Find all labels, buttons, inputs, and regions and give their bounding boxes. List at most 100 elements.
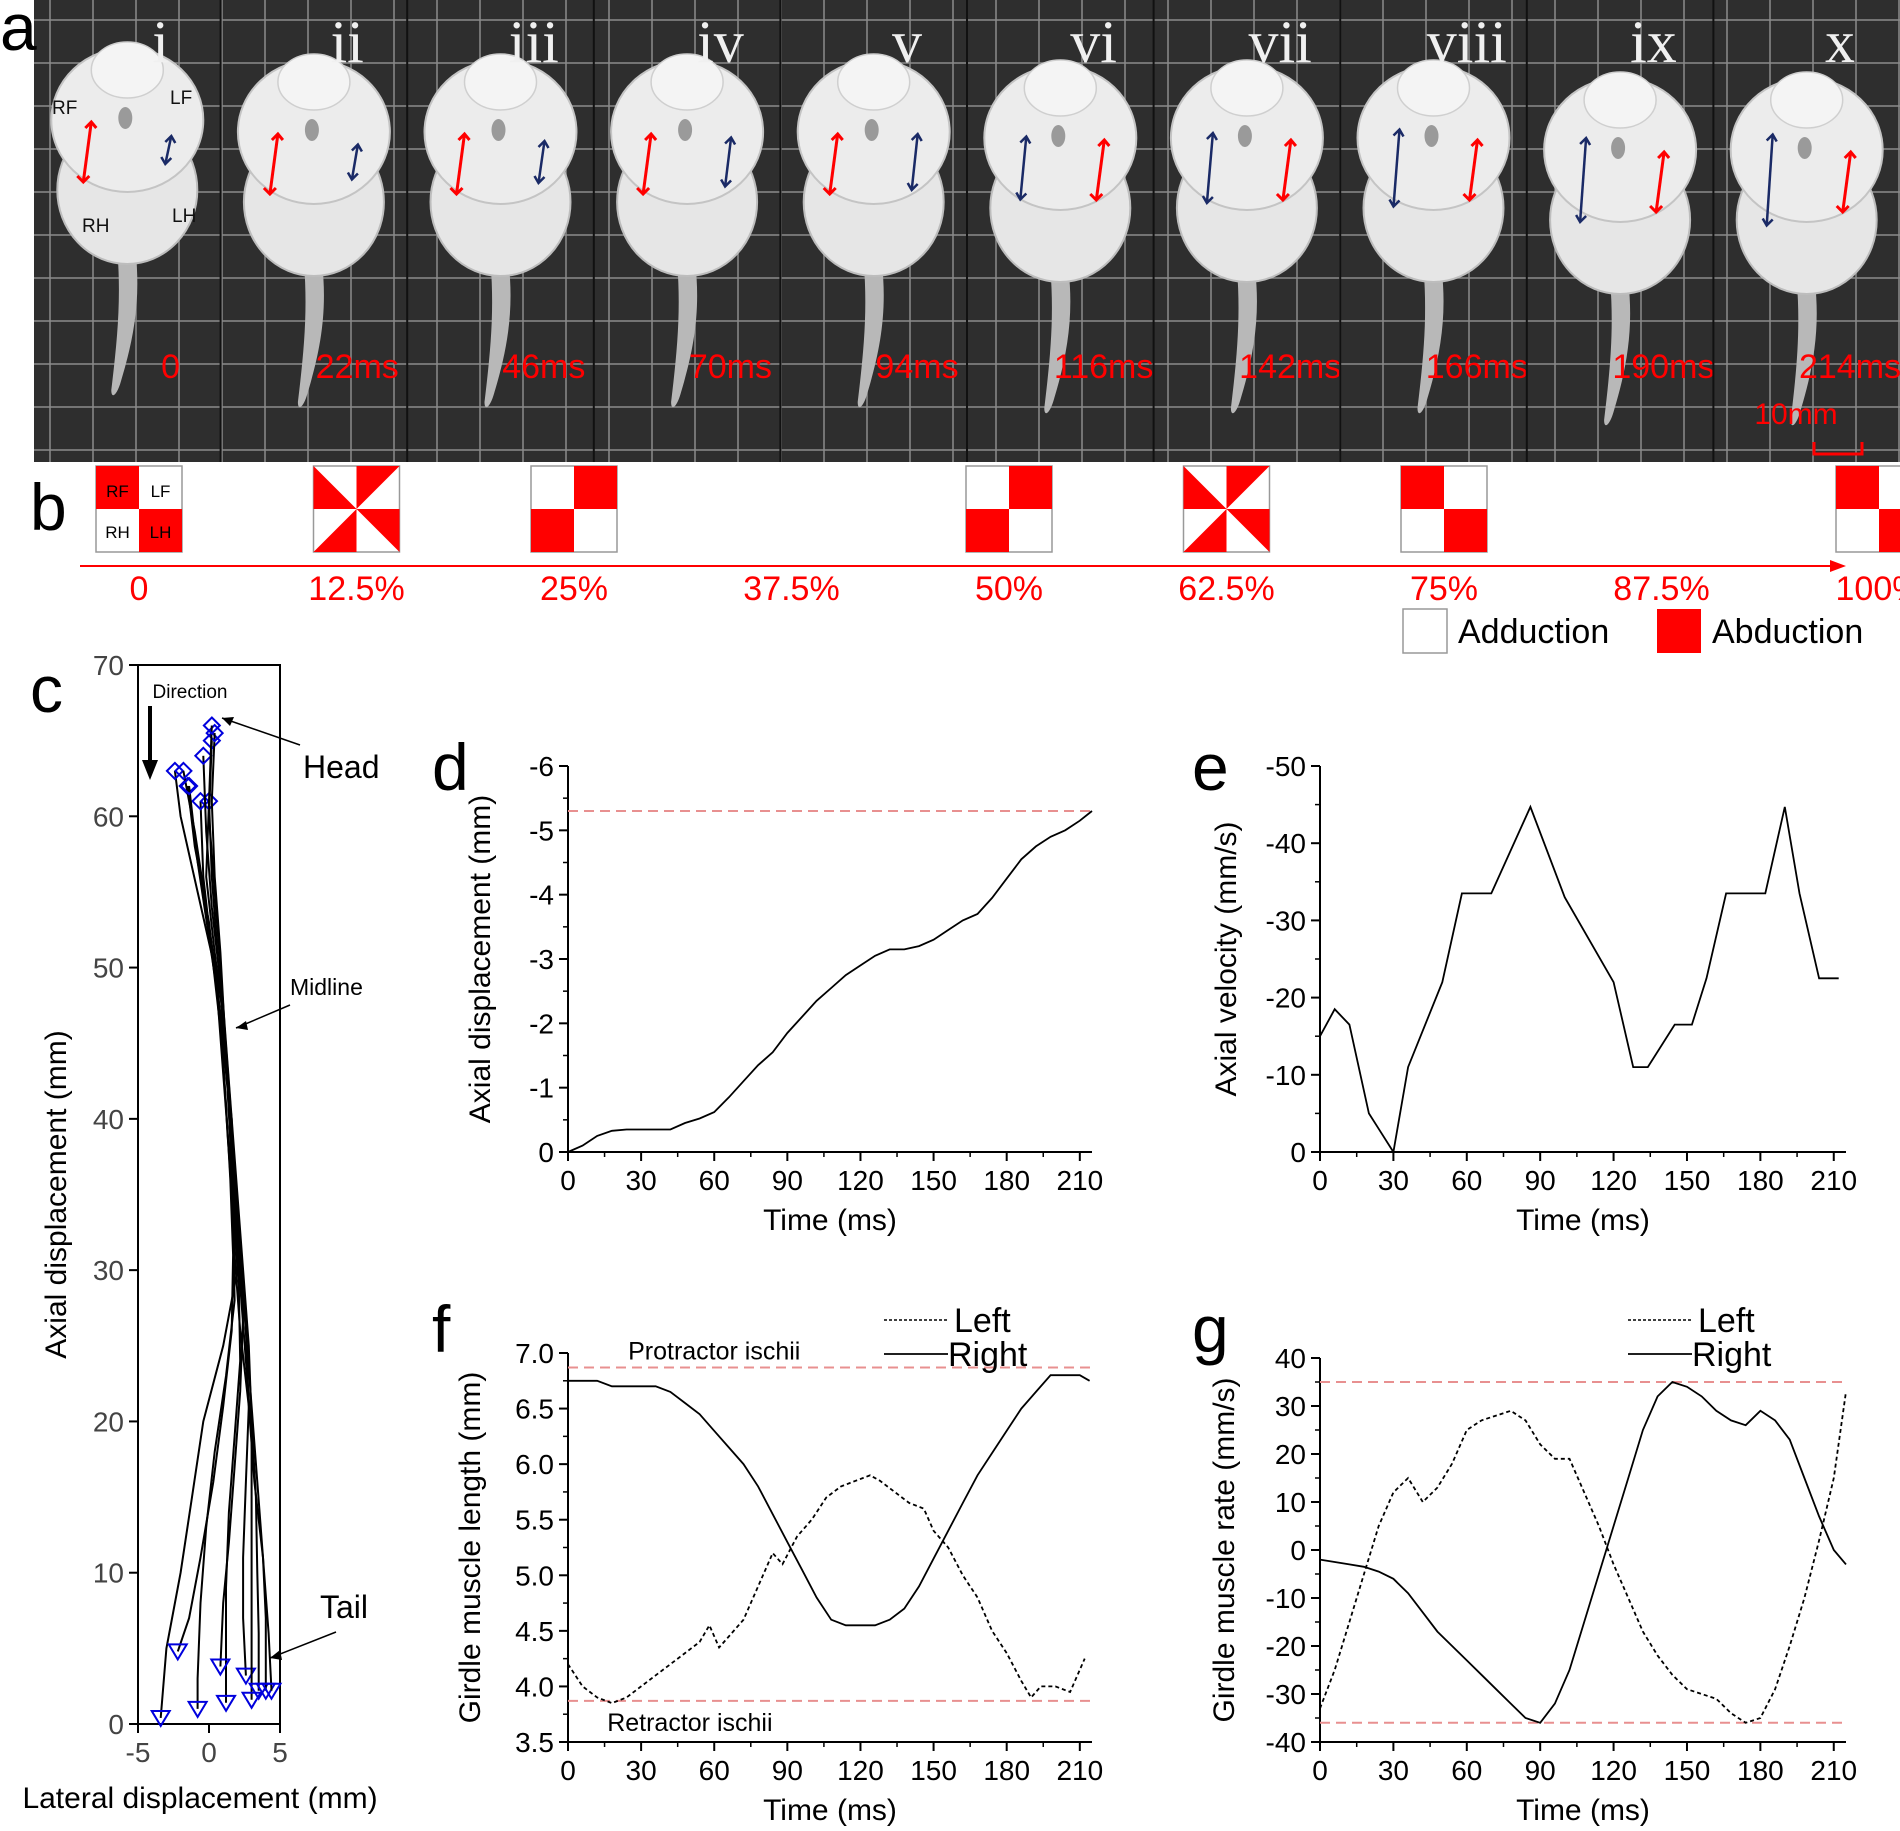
y-tick-label: -10 [1266, 1583, 1306, 1614]
animal-silhouette [796, 53, 951, 408]
panel-b-gait-diagram: b RF LF RH LH 0 12.5% 25% 37.5% 50% 62.5% 75% 87.5… [30, 465, 1900, 654]
y-tick-label: 70 [93, 650, 124, 681]
frame-numeral: i [152, 9, 169, 75]
cycle-tick-label: 25% [540, 570, 608, 608]
head-marker [174, 761, 193, 781]
gait-square [1400, 465, 1488, 553]
midline-frame-viii [207, 740, 260, 1691]
red-triangle [356, 509, 400, 552]
y-tick-label: 5.5 [515, 1505, 554, 1536]
head [1210, 59, 1284, 117]
tail [1417, 268, 1444, 414]
x-tick-label: 180 [1737, 1755, 1784, 1786]
tail-marker [149, 1709, 172, 1728]
annotation-midline: Midline [290, 974, 363, 1000]
midline-frame-x [207, 725, 273, 1691]
red-muscle-marker [1835, 149, 1857, 215]
heart-region [304, 119, 319, 141]
video-frame: i0 [50, 9, 205, 396]
panel-label-d: d [432, 730, 469, 804]
frame-time: 22ms [316, 348, 399, 386]
heart-region [1424, 125, 1439, 147]
red-quadrant [1836, 466, 1879, 509]
square-label-lh: LH [150, 523, 172, 542]
frame-numeral: v [892, 9, 922, 75]
video-frame: ix 190ms [1525, 0, 1714, 462]
legend-left-label: Left [1698, 1302, 1755, 1340]
panel-label-a: a [0, 0, 37, 64]
y-tick-label: -4 [529, 880, 554, 911]
x-axis-title: Time (ms) [1516, 1794, 1650, 1827]
video-frame: vi 116ms [966, 0, 1153, 462]
annotation-direction: Direction [153, 682, 228, 703]
tail [1044, 268, 1071, 414]
x-tick-label: 30 [1378, 1165, 1409, 1196]
red-triangle [1226, 466, 1270, 509]
annotation-retractor: Retractor ischii [607, 1709, 772, 1737]
x-axis-title: Lateral displacement (mm) [22, 1782, 377, 1815]
red-quadrant [1444, 509, 1487, 552]
x-tick-label: 120 [837, 1755, 884, 1786]
y-tick-label: 7.0 [515, 1338, 554, 1369]
head-marker [202, 716, 222, 735]
red-quadrant [574, 466, 617, 509]
cycle-tick-label: 0 [130, 570, 149, 608]
red-muscle-marker [1649, 149, 1671, 215]
gait-square [965, 465, 1053, 553]
animal-silhouette [610, 53, 765, 408]
blue-double-arrow [346, 142, 363, 182]
gait-square [1182, 465, 1271, 553]
x-tick-label: 210 [1810, 1165, 1857, 1196]
x-tick-label: 0 [560, 1165, 576, 1196]
y-tick-label: -50 [1266, 751, 1306, 782]
x-tick-label: 90 [772, 1165, 803, 1196]
y-axis-title: Axial displacement (mm) [40, 1030, 73, 1358]
y-tick-label: 0 [108, 1709, 124, 1740]
heart-region [1237, 125, 1252, 147]
red-triangle [313, 466, 357, 509]
red-muscle-marker [76, 119, 98, 185]
x-tick-label: 60 [1451, 1755, 1482, 1786]
panel-c-midline-trajectory: c [30, 652, 63, 726]
frame-numeral: vii [1249, 9, 1312, 75]
y-tick-label: -30 [1266, 1679, 1306, 1710]
square-label-lf: LF [151, 482, 171, 501]
y-tick-label: 10 [1275, 1487, 1306, 1518]
red-quadrant [1009, 466, 1052, 509]
gait-square [530, 465, 618, 553]
gait-square [1835, 465, 1900, 553]
tail-marker [260, 1682, 283, 1701]
red-quadrant [1401, 466, 1444, 509]
series-line-left [567, 1474, 1086, 1705]
red-muscle-marker [822, 131, 844, 197]
x-tick-label: 150 [1664, 1755, 1711, 1786]
x-tick-label: 0 [560, 1755, 576, 1786]
red-triangle [1226, 509, 1270, 552]
frame-numeral: viii [1427, 9, 1507, 75]
y-tick-label: 30 [1275, 1391, 1306, 1422]
cycle-tick-label: 87.5% [1613, 570, 1709, 608]
y-tick-label: 5.0 [515, 1560, 554, 1591]
frame-time: 142ms [1239, 348, 1341, 386]
legend-right-label: Right [1692, 1336, 1772, 1374]
series-line-axial-displacement [567, 810, 1093, 1153]
red-triangle [313, 509, 357, 552]
y-tick-label: 4.0 [515, 1671, 554, 1702]
red-quadrant [966, 509, 1009, 552]
y-tick-label: -40 [1266, 828, 1306, 859]
x-axis-title: Time (ms) [763, 1794, 897, 1827]
y-axis-title: Girdle muscle length (mm) [454, 1372, 487, 1724]
panel-label-c: c [30, 652, 63, 726]
series-line-right [1319, 1380, 1847, 1724]
blue-double-arrow [533, 138, 550, 186]
y-tick-label: 6.5 [515, 1394, 554, 1425]
legend-adduction-label: Adduction [1458, 613, 1609, 651]
blue-double-arrow [160, 133, 177, 167]
head [1583, 71, 1657, 129]
cycle-tick-label: 50% [975, 570, 1043, 608]
y-tick-label: -3 [529, 944, 554, 975]
panel-a-video-frames: i0ii22msiii46msiv70msv94msvi116msvii142m… [0, 0, 1900, 462]
heart-region [1051, 125, 1066, 147]
x-tick-label: 180 [1737, 1165, 1784, 1196]
